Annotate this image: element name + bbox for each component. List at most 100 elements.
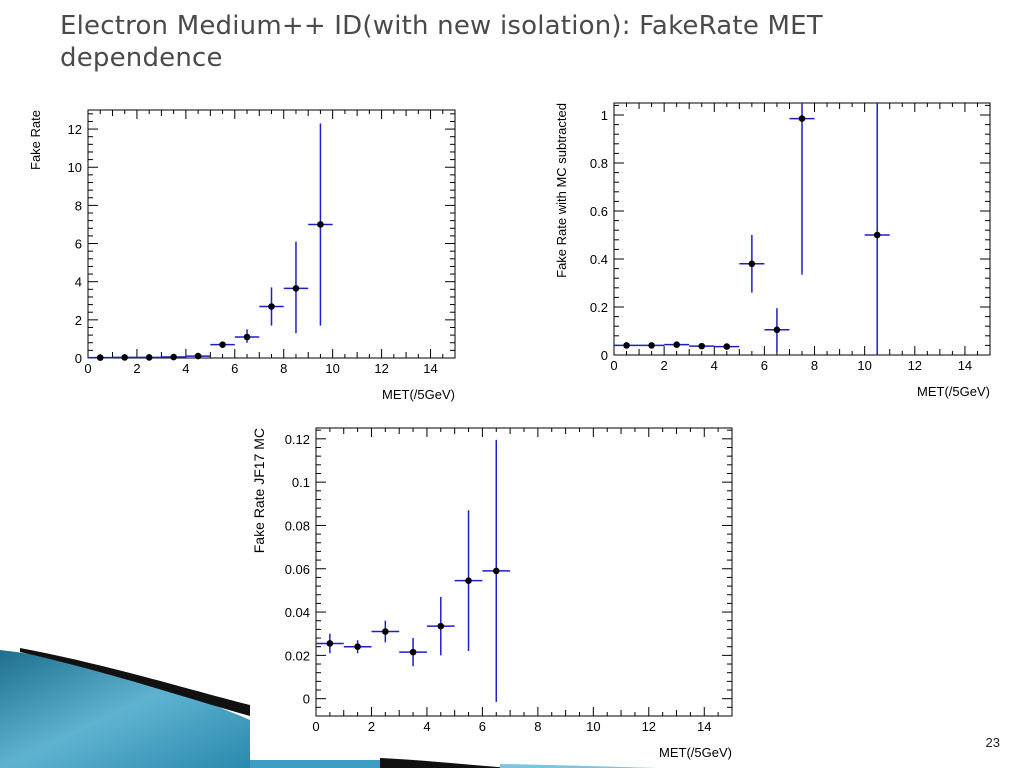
y-tick-label: 0 xyxy=(75,351,82,366)
data-marker xyxy=(219,341,226,348)
slide-title: Electron Medium++ ID(with new isolation)… xyxy=(60,11,823,73)
x-axis-label: MET(/5GeV) xyxy=(659,745,732,760)
y-tick-label: 0.2 xyxy=(590,300,608,315)
x-tick-label: 12 xyxy=(642,719,656,734)
data-marker xyxy=(121,354,128,361)
data-point xyxy=(88,354,113,361)
data-point xyxy=(343,640,372,654)
data-marker xyxy=(492,567,500,575)
data-marker xyxy=(465,577,472,584)
data-point xyxy=(161,353,186,361)
x-tick-label: 0 xyxy=(84,361,91,376)
x-tick-label: 12 xyxy=(908,358,922,373)
x-tick-label: 12 xyxy=(374,361,388,376)
chart-fake-rate-jf17-mc: 0 2 4 6 8 10 12 14 0 0.02 0.04 0.06 0.08 0.1 0.12 MET(/… xyxy=(240,418,740,766)
x-axis-label: MET(/5GeV) xyxy=(917,384,990,399)
x-tick-label: 10 xyxy=(325,361,339,376)
x-tick-label: 8 xyxy=(534,719,541,734)
data-point xyxy=(234,329,260,343)
y-tick-label: 1 xyxy=(601,108,608,123)
x-tick-label: 6 xyxy=(479,719,486,734)
data-point xyxy=(639,342,665,349)
y-tick-label: 0.4 xyxy=(590,252,608,267)
data-point xyxy=(283,241,309,334)
data-marker xyxy=(170,353,177,361)
y-tick-label: 0.04 xyxy=(285,605,310,620)
y-tick-label: 0.8 xyxy=(590,156,608,171)
x-tick-label: 2 xyxy=(368,719,375,734)
chart-svg: 0 2 4 6 8 10 12 14 0 0.2 0.4 0.6 0.8 1 MET(/5GeV) Fake … xyxy=(554,102,991,399)
x-tick-label: 4 xyxy=(423,719,430,734)
data-point xyxy=(482,439,511,702)
data-marker xyxy=(798,115,806,122)
y-axis-label: Fake Rate JF17 MC xyxy=(251,428,267,553)
data-marker xyxy=(773,326,781,334)
data-point xyxy=(136,354,162,361)
data-marker xyxy=(648,342,655,349)
data-marker xyxy=(354,643,361,651)
y-tick-label: 8 xyxy=(75,198,82,213)
y-tick-label: 10 xyxy=(68,160,82,175)
y-tick-label: 4 xyxy=(75,275,82,290)
data-point xyxy=(689,342,715,350)
x-tick-label: 10 xyxy=(857,358,871,373)
y-tick-label: 0.06 xyxy=(285,562,310,577)
data-marker xyxy=(268,303,275,310)
data-marker xyxy=(698,342,706,350)
data-point xyxy=(714,343,740,350)
x-tick-label: 14 xyxy=(423,361,437,376)
data-point xyxy=(210,341,235,348)
data-point xyxy=(371,620,400,643)
data-point xyxy=(426,596,455,656)
y-tick-label: 0.12 xyxy=(285,432,310,447)
y-tick-label: 6 xyxy=(75,237,82,252)
x-tick-label: 4 xyxy=(711,358,718,373)
x-tick-label: 6 xyxy=(231,361,238,376)
chart-svg: 0 2 4 6 8 10 12 14 0 0.02 0.04 0.06 0.08 0.1 0.12 MET(/… xyxy=(251,427,733,760)
x-axis-label: MET(/5GeV) xyxy=(382,387,455,402)
data-point xyxy=(259,287,284,326)
data-marker xyxy=(723,343,731,350)
data-point xyxy=(185,352,211,360)
y-tick-label: 0.02 xyxy=(285,648,310,663)
data-marker xyxy=(194,352,202,360)
data-marker xyxy=(437,622,445,630)
chart-fake-rate: 0 2 4 6 8 10 12 14 0 2 4 6 8 10 12 MET(/5GeV) Fake Rate xyxy=(20,100,465,405)
data-marker xyxy=(623,342,630,349)
data-marker xyxy=(96,354,104,361)
data-marker xyxy=(243,333,251,341)
y-tick-label: 12 xyxy=(68,122,82,137)
x-tick-label: 2 xyxy=(133,361,140,376)
y-tick-label: 0.1 xyxy=(292,475,310,490)
chart-fake-rate-mc-subtracted: 0 2 4 6 8 10 12 14 0 0.2 0.4 0.6 0.8 1 MET(/5GeV) Fake … xyxy=(548,95,998,405)
x-tick-label: 10 xyxy=(586,719,600,734)
x-tick-label: 8 xyxy=(811,358,818,373)
data-point xyxy=(399,638,427,667)
x-tick-label: 6 xyxy=(761,358,768,373)
data-marker xyxy=(873,231,881,239)
y-tick-label: 0 xyxy=(303,692,310,707)
data-point xyxy=(864,103,890,355)
x-tick-label: 0 xyxy=(610,358,617,373)
y-tick-label: 0 xyxy=(601,348,608,363)
data-point xyxy=(739,235,765,293)
data-marker xyxy=(409,648,417,656)
data-point xyxy=(112,354,137,361)
data-marker xyxy=(317,221,324,228)
data-point xyxy=(789,103,815,275)
data-marker xyxy=(145,354,153,361)
x-tick-label: 2 xyxy=(661,358,668,373)
plot-frame xyxy=(315,427,733,717)
data-marker xyxy=(382,628,389,635)
data-point xyxy=(308,123,333,326)
data-point xyxy=(764,308,790,353)
chart-svg: 0 2 4 6 8 10 12 14 0 2 4 6 8 10 12 MET(/5GeV) Fake Rate xyxy=(28,109,456,402)
y-tick-label: 2 xyxy=(75,313,82,328)
data-marker xyxy=(673,341,680,348)
data-marker xyxy=(292,285,300,292)
data-point xyxy=(454,510,483,652)
y-axis-label: Fake Rate with MC subtracted xyxy=(554,103,569,278)
data-point xyxy=(664,341,690,348)
y-tick-label: 0.08 xyxy=(285,518,310,533)
